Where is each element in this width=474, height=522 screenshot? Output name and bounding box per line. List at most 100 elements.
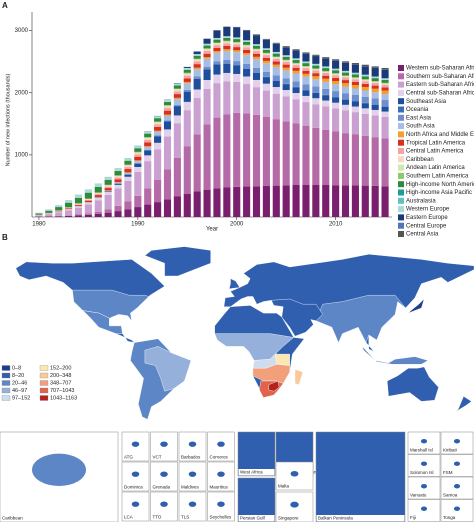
bar-segment [282, 61, 290, 65]
bar-segment [193, 191, 201, 217]
bar-segment [351, 106, 359, 113]
bar-segment [134, 152, 142, 155]
bar-segment [282, 46, 290, 48]
bar-segment [74, 203, 83, 205]
bar-segment [74, 197, 83, 204]
bar-segment [361, 80, 369, 82]
bar-segment [351, 94, 359, 102]
bar-segment [322, 66, 330, 68]
bar-segment [351, 64, 359, 73]
bar-segment [114, 176, 122, 178]
bar-segment [203, 88, 211, 125]
x-tick-label: 1990 [131, 222, 145, 228]
legend-label: Eastern sub-Saharan Africa [406, 82, 474, 88]
bar-segment [252, 53, 261, 57]
bar-segment [223, 63, 231, 73]
bar-segment [84, 200, 92, 203]
bar-segment [183, 78, 191, 82]
bar-segment [154, 130, 162, 132]
inset-label-bg [208, 484, 234, 491]
inset-label: Mauritius [210, 484, 229, 489]
bar-segment [272, 58, 280, 62]
bar-segment [55, 205, 63, 208]
bar-segment [332, 102, 340, 109]
bar-segment [341, 80, 350, 84]
legend-swatch [398, 197, 404, 204]
bar-segment [341, 72, 350, 76]
bar-segment [94, 194, 102, 196]
region [82, 310, 123, 334]
bar-segment [223, 114, 231, 188]
bar-segment [154, 179, 162, 203]
region [386, 366, 439, 402]
region [252, 364, 290, 384]
bar-segment [65, 209, 73, 211]
inset-shape [420, 506, 428, 511]
region [408, 298, 425, 314]
bar-segment [282, 96, 290, 122]
bar-segment [94, 197, 102, 201]
inset-label-bg [151, 514, 177, 521]
bar-segment [74, 214, 83, 216]
bar-segment [371, 78, 379, 82]
bar-segment [332, 70, 340, 74]
legend-label: 152–200 [50, 365, 71, 371]
bar-segment [361, 66, 369, 75]
bar-segment [262, 77, 270, 84]
bar-segment [272, 185, 280, 217]
bar-segment [84, 213, 92, 215]
bar-segment [243, 46, 251, 48]
inset-label: Dominica [124, 484, 143, 489]
legend-label: Eastern Europe [406, 215, 448, 221]
bar-segment [302, 66, 310, 68]
bar-segment [183, 146, 191, 195]
legend-swatch [39, 372, 49, 379]
bar-segment [104, 191, 112, 193]
inset-shape [160, 441, 168, 447]
legend-label: 348–707 [50, 380, 71, 386]
x-axis-label: Year [206, 227, 218, 233]
bar-segment [282, 55, 290, 57]
bar-segment [213, 64, 221, 75]
bar-segment [351, 185, 359, 217]
bar-segment [292, 185, 300, 217]
legend-swatch [398, 214, 404, 221]
bar-segment [213, 43, 221, 46]
bar-segment [104, 192, 112, 195]
bar-segment [243, 186, 251, 217]
bar-segment [213, 83, 221, 118]
bar-segment [351, 134, 359, 186]
bar-segment [173, 104, 181, 106]
legend-swatch [1, 365, 11, 371]
bar-segment [173, 89, 181, 90]
bar-segment [243, 29, 251, 31]
bar-segment [341, 61, 350, 63]
bar-segment [124, 201, 132, 210]
bar-segment [124, 160, 132, 165]
bar-segment [124, 174, 132, 177]
bar-segment [341, 99, 350, 105]
bar-segment [203, 58, 211, 67]
bar-segment [292, 50, 300, 59]
bar-segment [262, 71, 270, 77]
bar-segment [144, 139, 152, 143]
bar-segment [341, 185, 350, 217]
bar-segment [262, 48, 270, 50]
bar-segment [183, 101, 191, 111]
bar-segment [233, 186, 241, 217]
inset-label-bg [316, 515, 405, 522]
inset-shape [283, 443, 306, 458]
bar-segment [183, 110, 191, 147]
bar-segment [302, 76, 310, 85]
bar-segment [322, 81, 330, 89]
bar-segment [203, 38, 211, 44]
bar-segment [312, 104, 320, 128]
bar-segment [272, 61, 280, 65]
bar-segment [262, 63, 270, 72]
bar-segment [381, 82, 389, 84]
legend-label: High-income North America [406, 182, 474, 188]
bar-segment [332, 77, 340, 82]
legend-label: Tropical Latin America [406, 140, 466, 146]
legend-swatch [39, 365, 49, 371]
inset-label: Tonga [443, 515, 456, 520]
